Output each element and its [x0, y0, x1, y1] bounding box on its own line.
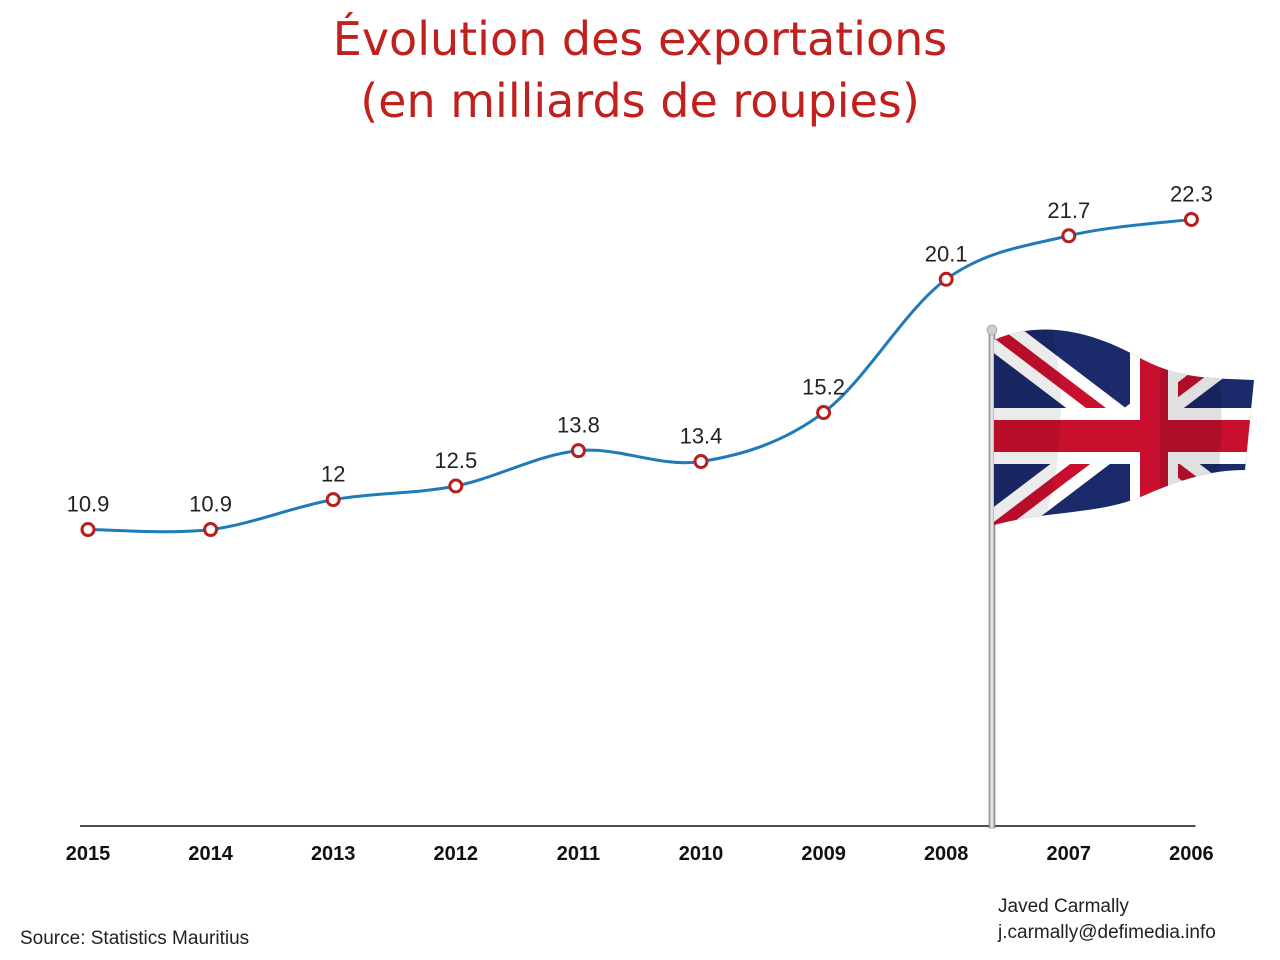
- data-point: [325, 492, 341, 508]
- source-note: Source: Statistics Mauritius: [20, 928, 250, 949]
- x-tick-label: 2011: [557, 843, 600, 865]
- data-label: 13.4: [680, 424, 723, 449]
- x-tick-label: 2015: [66, 843, 111, 865]
- x-tick-label: 2014: [188, 843, 233, 865]
- chart-title-line-1: Évolution des exportations: [332, 12, 948, 66]
- x-tick-label: 2008: [924, 843, 969, 865]
- data-label: 20.1: [925, 241, 968, 266]
- data-label: 22.3: [1170, 181, 1213, 206]
- data-point: [1061, 228, 1077, 244]
- author-credit: Javed Carmally j.carmally@defimedia.info: [998, 894, 1216, 946]
- data-label: 10.9: [189, 492, 232, 517]
- data-label: 12.5: [434, 448, 477, 473]
- data-point: [570, 443, 586, 459]
- author-name: Javed Carmally: [998, 896, 1129, 917]
- data-point: [448, 478, 464, 494]
- data-label: 15.2: [802, 375, 845, 400]
- data-label: 12: [321, 462, 345, 487]
- data-label: 10.9: [67, 492, 110, 517]
- series-line: [87, 217, 1192, 534]
- data-point: [203, 522, 219, 538]
- x-tick-label: 2010: [679, 843, 724, 865]
- x-tick-label: 2007: [1047, 843, 1092, 865]
- data-point: [80, 522, 96, 538]
- data-point: [1183, 211, 1199, 227]
- data-label: 21.7: [1047, 198, 1090, 223]
- x-tick-label: 2006: [1169, 843, 1214, 865]
- author-email: j.carmally@defimedia.info: [998, 922, 1216, 943]
- x-tick-label: 2013: [311, 843, 356, 865]
- data-label: 13.8: [557, 413, 600, 438]
- x-tick-label: 2012: [434, 843, 479, 865]
- union-jack-flag-icon: [980, 320, 1270, 830]
- data-point: [938, 271, 954, 287]
- chart-title-line-2: (en milliards de roupies): [360, 74, 920, 128]
- x-tick-label: 2009: [801, 843, 846, 865]
- data-point: [693, 454, 709, 470]
- data-point: [816, 405, 832, 421]
- chart-title: Évolution des exportations (en milliards…: [0, 8, 1280, 132]
